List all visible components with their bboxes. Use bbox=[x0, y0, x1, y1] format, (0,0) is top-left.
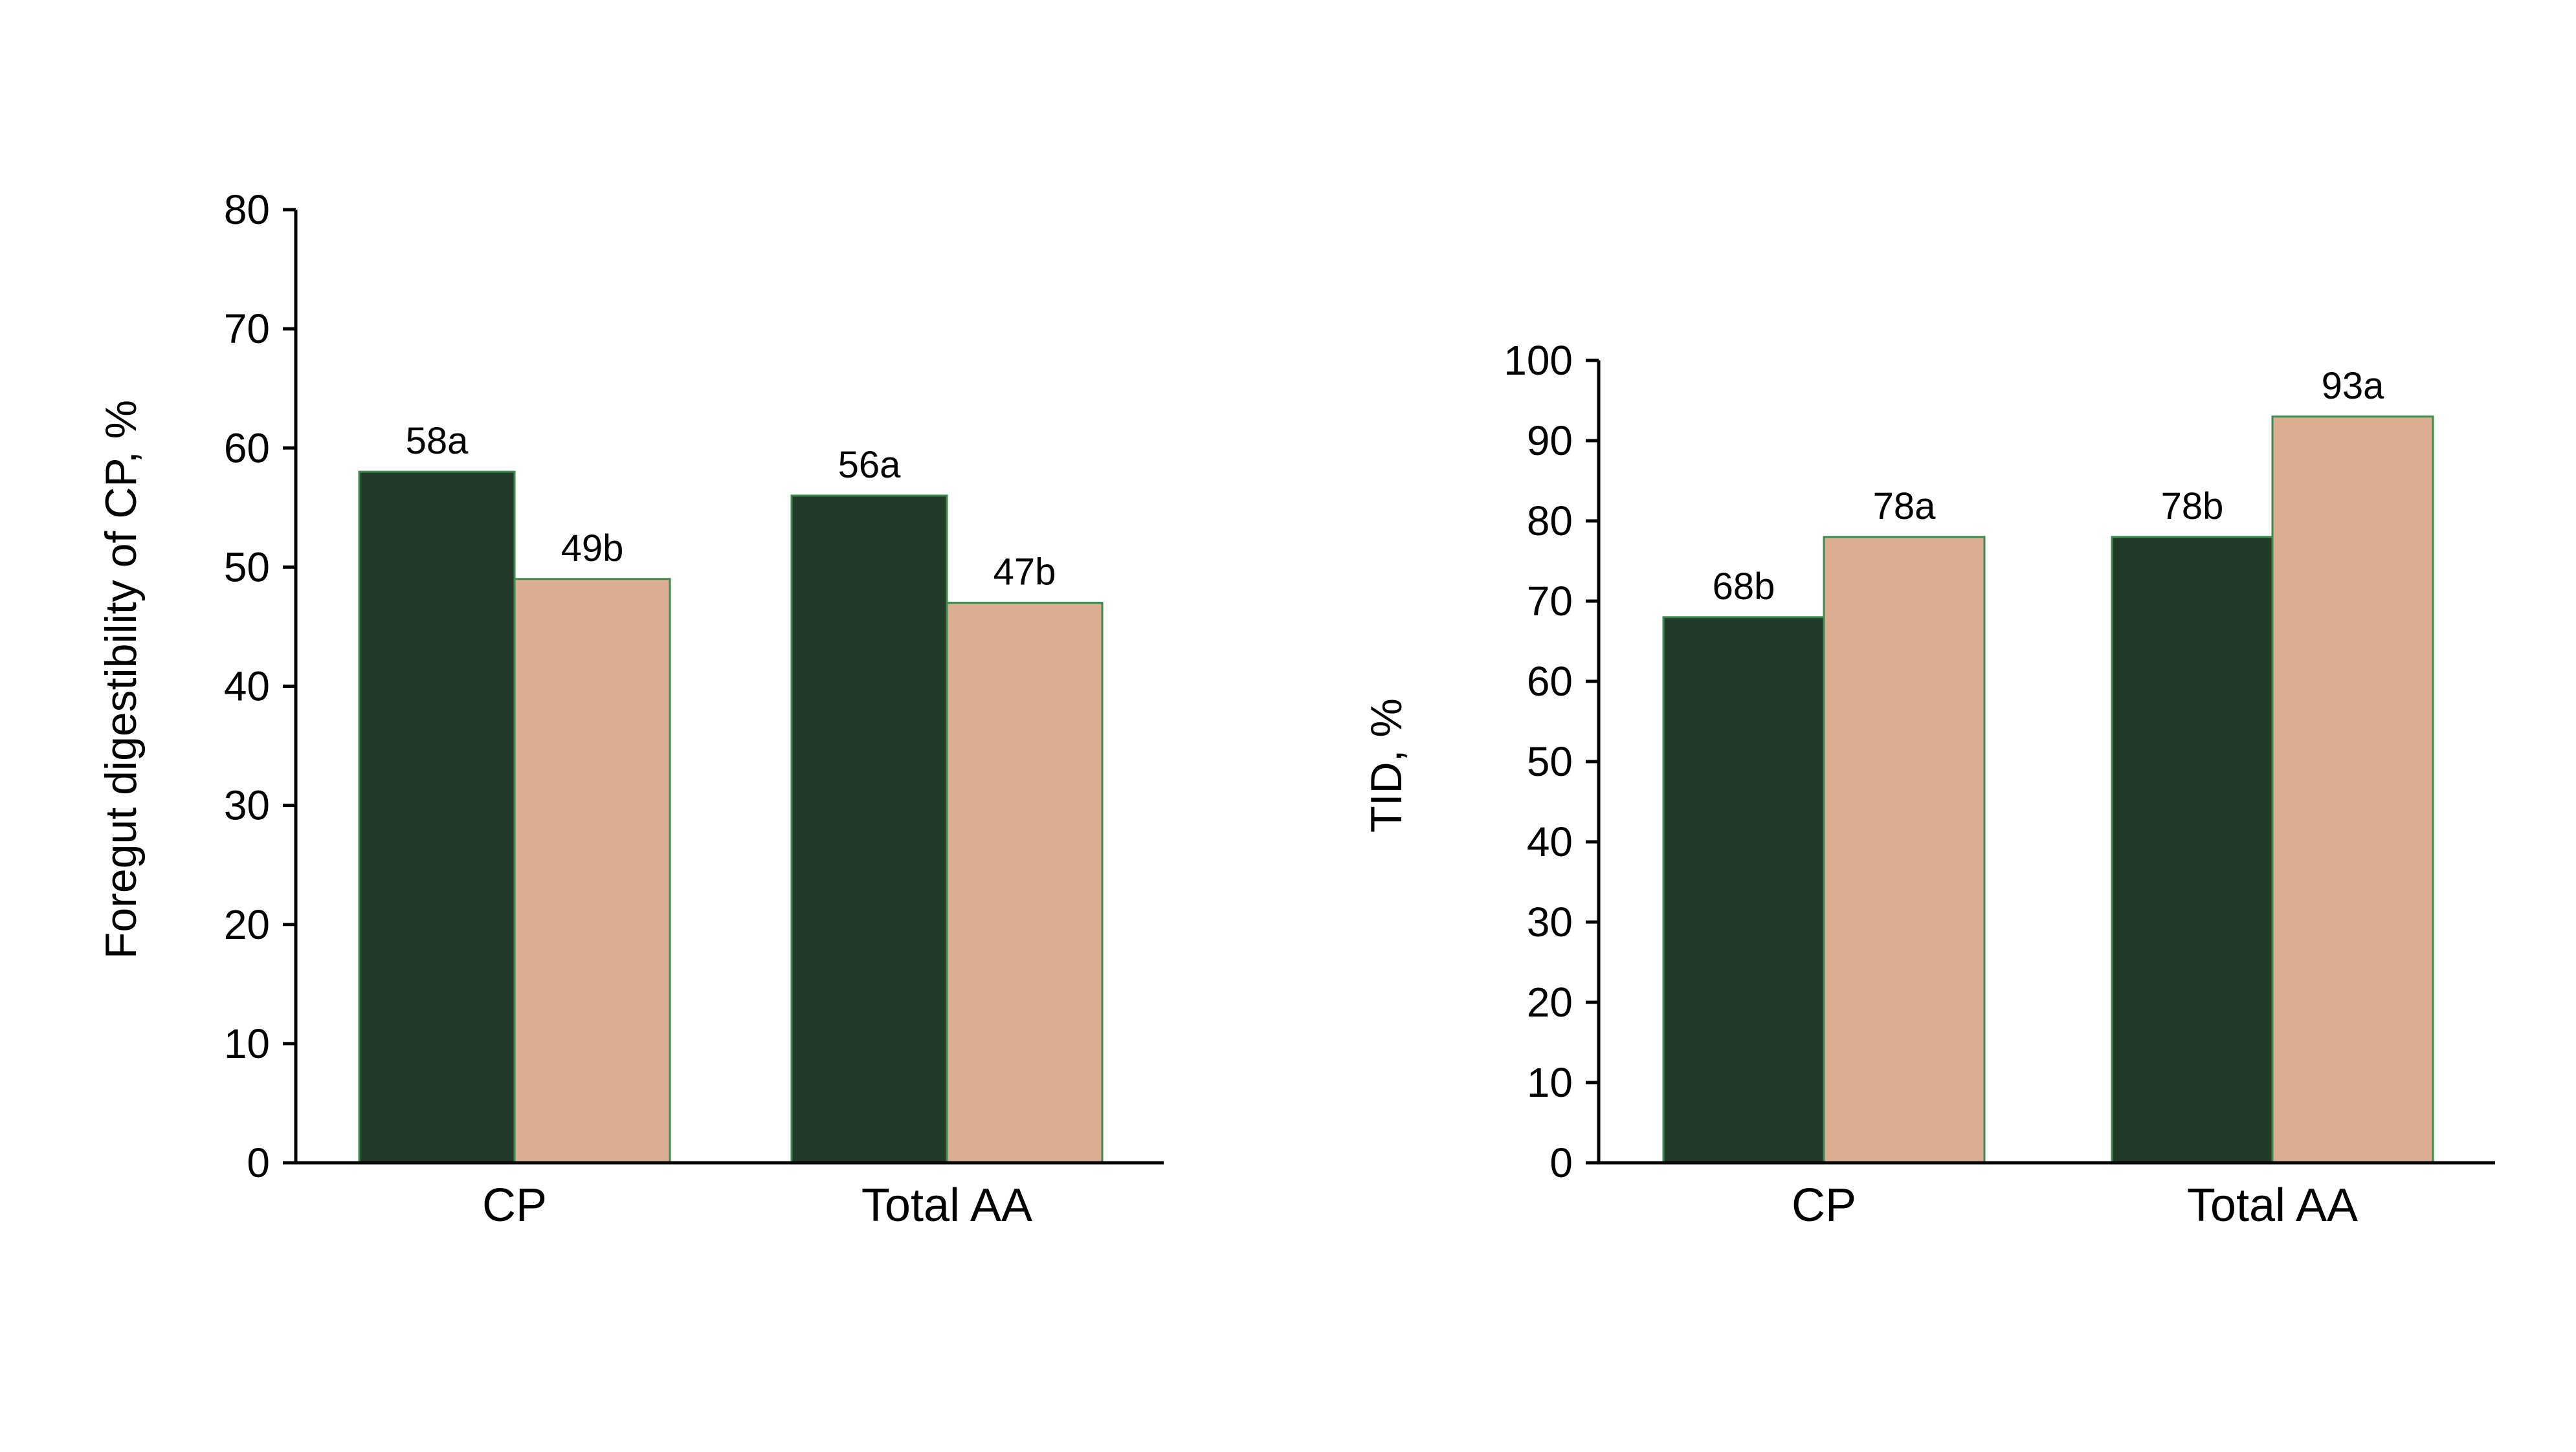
data-labels-left: 58a 49b 56a 47b bbox=[406, 420, 1056, 593]
y-tick-label: 50 bbox=[1527, 738, 1573, 785]
y-axis-title-right: TID, % bbox=[1362, 698, 1411, 833]
bar bbox=[2111, 536, 2274, 1164]
y-tick-label: 90 bbox=[1527, 417, 1573, 464]
x-category-label: Total AA bbox=[2187, 1180, 2358, 1231]
y-tick-label: 60 bbox=[1527, 658, 1573, 705]
data-label: 49b bbox=[561, 527, 624, 569]
y-tick-label: 0 bbox=[247, 1139, 270, 1186]
y-tick-label: 20 bbox=[1527, 979, 1573, 1026]
y-tick-label: 30 bbox=[224, 782, 270, 829]
category-labels-right: CP Total AA bbox=[1792, 1180, 2358, 1231]
y-tick-label: 0 bbox=[1549, 1139, 1573, 1186]
bar bbox=[1662, 616, 1825, 1164]
bar bbox=[1823, 536, 1986, 1164]
bar bbox=[2271, 415, 2434, 1164]
y-tick-label: 10 bbox=[224, 1020, 270, 1067]
y-tick-label: 80 bbox=[1527, 498, 1573, 544]
chart-right: TID, % 0 10 20 30 40 50 60 70 80 90 100 68b 78a 78b 9… bbox=[1362, 337, 2495, 1231]
data-label: 68b bbox=[1713, 566, 1775, 608]
y-tick-label: 70 bbox=[1527, 578, 1573, 624]
y-ticks-right: 0 10 20 30 40 50 60 70 80 90 100 bbox=[1504, 337, 1599, 1186]
x-category-label: CP bbox=[1792, 1180, 1856, 1231]
chart-left: Foregut digestibility of CP, % 0 10 20 30 40… bbox=[96, 186, 1164, 1231]
data-label: 56a bbox=[838, 444, 902, 486]
y-tick-label: 20 bbox=[224, 901, 270, 948]
data-label: 47b bbox=[994, 551, 1056, 593]
y-axis-title-left: Foregut digestibility of CP, % bbox=[96, 400, 146, 959]
y-tick-label: 70 bbox=[224, 305, 270, 352]
y-tick-label: 10 bbox=[1527, 1059, 1573, 1106]
bars-left bbox=[358, 470, 1104, 1164]
x-category-label: Total AA bbox=[861, 1180, 1032, 1231]
data-label: 78b bbox=[2161, 485, 2224, 527]
axes-left bbox=[283, 210, 1164, 1165]
bar bbox=[946, 602, 1104, 1164]
y-tick-label: 30 bbox=[1527, 899, 1573, 945]
x-category-label: CP bbox=[482, 1180, 547, 1231]
y-tick-label: 100 bbox=[1504, 337, 1573, 384]
data-labels-right: 68b 78a 78b 93a bbox=[1713, 365, 2385, 608]
y-tick-label: 50 bbox=[224, 544, 270, 590]
axes-right bbox=[1586, 360, 2495, 1165]
bar bbox=[358, 470, 516, 1164]
data-label: 78a bbox=[1873, 485, 1937, 527]
bar bbox=[513, 578, 671, 1164]
y-tick-label: 60 bbox=[224, 424, 270, 471]
y-tick-label: 40 bbox=[224, 663, 270, 710]
y-tick-label: 40 bbox=[1527, 819, 1573, 865]
bar bbox=[790, 494, 948, 1164]
bars-right bbox=[1662, 415, 2434, 1164]
y-tick-label: 80 bbox=[224, 186, 270, 233]
y-ticks-left: 0 10 20 30 40 50 60 70 80 bbox=[224, 186, 296, 1186]
data-label: 58a bbox=[406, 420, 469, 462]
data-label: 93a bbox=[2322, 365, 2385, 407]
category-labels-left: CP Total AA bbox=[482, 1180, 1032, 1231]
